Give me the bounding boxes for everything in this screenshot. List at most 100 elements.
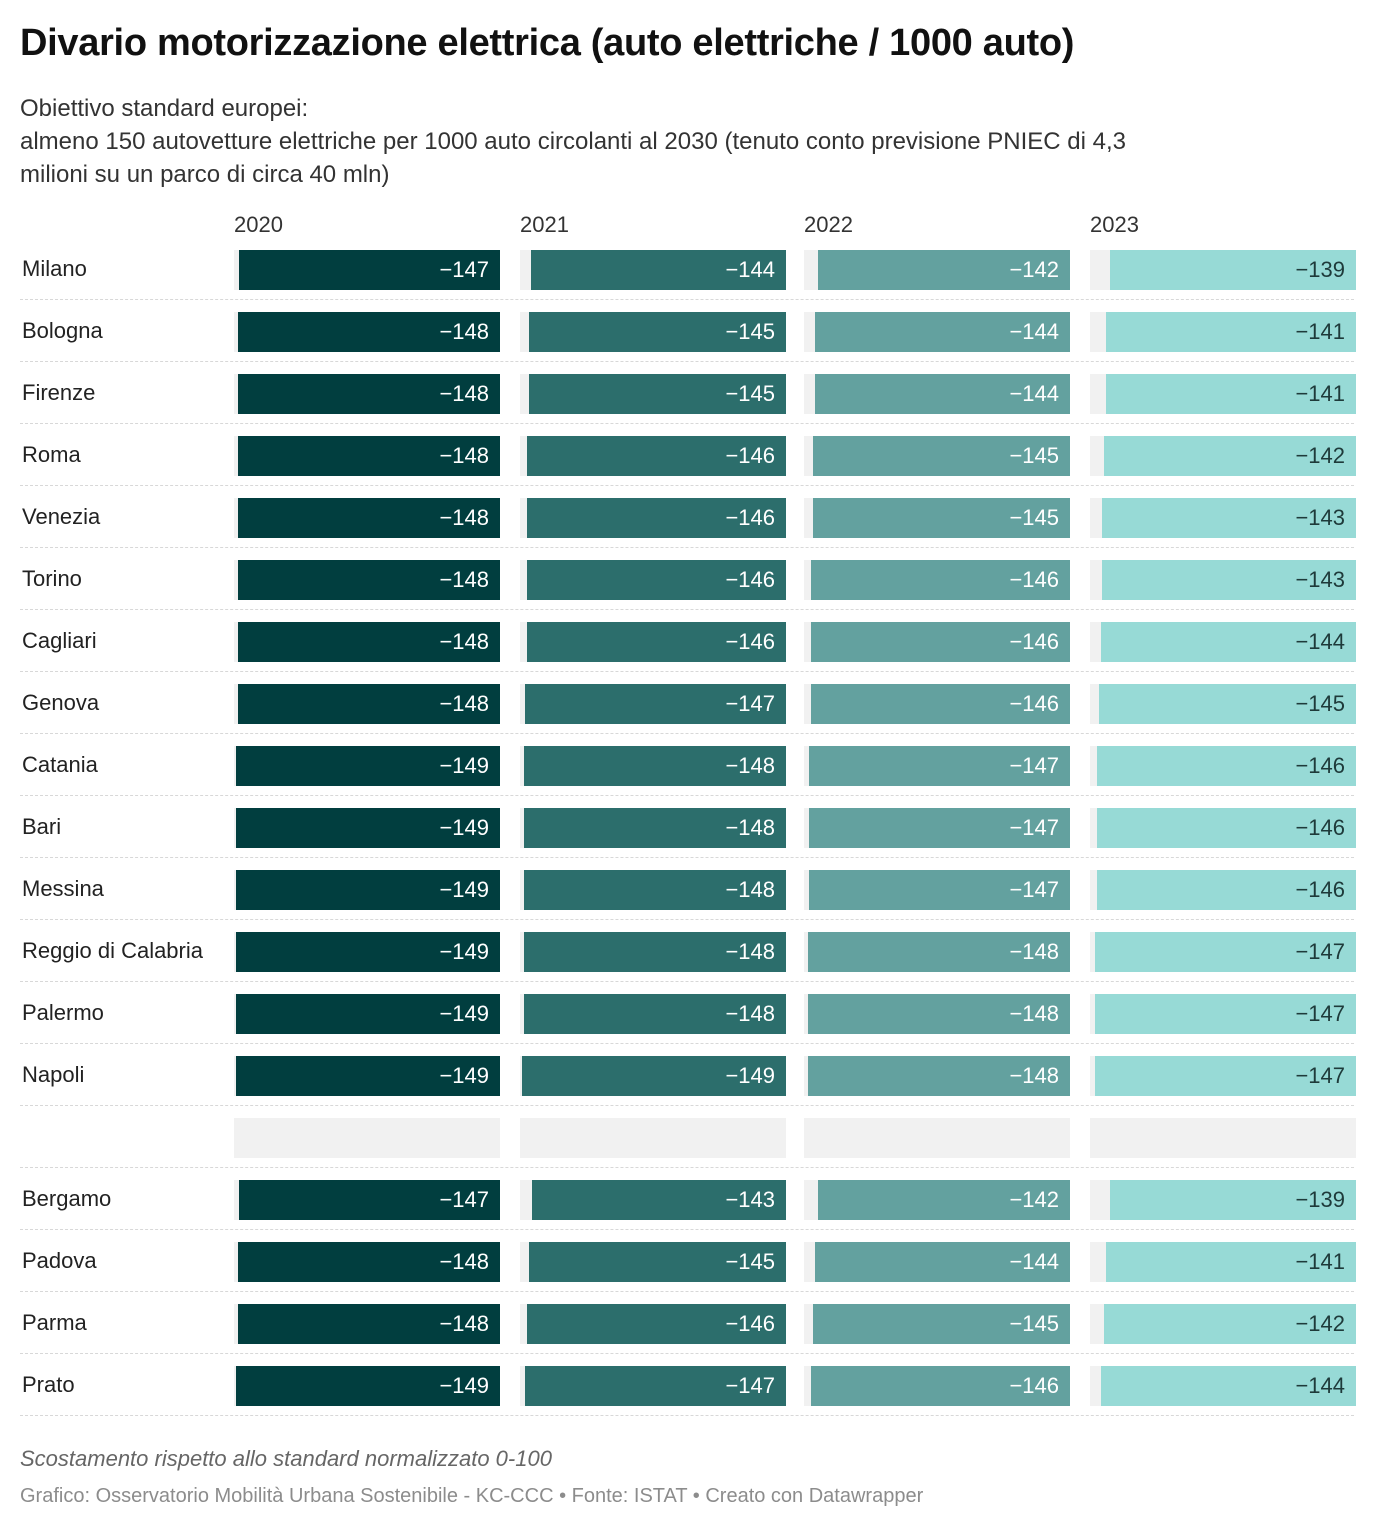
bar-value-label: −146: [725, 443, 775, 468]
bar-track-2020: −149: [234, 1366, 500, 1406]
bar-2023: −139: [1109, 250, 1356, 290]
bar-track-2020: −148: [234, 436, 500, 476]
bar-track-2020: −148: [234, 1304, 500, 1344]
bar-value-label: −142: [1295, 443, 1345, 468]
bar-2022: −148: [807, 1056, 1070, 1096]
city-label: Catania: [22, 752, 98, 777]
bar-track-2020: −148: [234, 374, 500, 414]
bar-track-2021: −145: [520, 1242, 786, 1282]
table-row: Reggio di Calabria −149 −148 −148 −147: [20, 920, 1356, 982]
bar-track-2022: −142: [804, 250, 1070, 290]
bar-value-label: −149: [439, 1373, 489, 1398]
table-row: Parma −148 −146 −145 −142: [20, 1292, 1356, 1354]
bar-track-2023: −146: [1090, 746, 1356, 786]
bar-track-2022: [804, 1118, 1070, 1158]
bar-track-2020: −149: [234, 1056, 500, 1096]
row-divider: [20, 857, 1354, 858]
row-divider: [20, 733, 1354, 734]
city-label: Cagliari: [22, 628, 97, 653]
bar-track-2023: −146: [1090, 870, 1356, 910]
table-row: Bergamo −147 −143 −142 −139: [20, 1168, 1356, 1230]
bar-track-2023: −142: [1090, 436, 1356, 476]
bar-value-label: −149: [439, 877, 489, 902]
row-divider: [20, 485, 1354, 486]
bar-2021: −146: [527, 436, 786, 476]
bar-2021: −145: [528, 1242, 786, 1282]
bar-value-label: −139: [1295, 1187, 1345, 1212]
row-divider: [20, 1353, 1354, 1354]
bar-track-2023: −139: [1090, 1180, 1356, 1220]
bar-track-2022: −146: [804, 684, 1070, 724]
bar-value-label: −145: [725, 381, 775, 406]
bar-track-2021: −146: [520, 622, 786, 662]
bar-track-2021: −148: [520, 994, 786, 1034]
bar-2023: −147: [1095, 932, 1356, 972]
row-divider: [20, 423, 1354, 424]
bar-value-label: −145: [1009, 505, 1059, 530]
row-divider: [20, 299, 1354, 300]
bar-2022: −145: [812, 1304, 1070, 1344]
bar-value-label: −147: [1295, 939, 1345, 964]
bar-value-label: −146: [725, 629, 775, 654]
row-divider: [20, 1105, 1354, 1106]
bar-value-label: −143: [1295, 567, 1345, 592]
city-label: Prato: [22, 1372, 75, 1397]
bar-2022: −145: [812, 498, 1070, 538]
bar-value-label: −147: [1295, 1063, 1345, 1088]
bar-track-2022: −144: [804, 374, 1070, 414]
bar-value-label: −146: [1009, 691, 1059, 716]
bar-2021: −146: [527, 560, 786, 600]
row-divider: [20, 981, 1354, 982]
bar-track-2023: −142: [1090, 1304, 1356, 1344]
bar-value-label: −148: [439, 691, 489, 716]
bar-track-2023: −143: [1090, 498, 1356, 538]
bar-track-2023: −141: [1090, 312, 1356, 352]
city-label: Bergamo: [22, 1186, 112, 1211]
bar-value-label: −148: [439, 567, 489, 592]
bar-2020: −148: [237, 1242, 500, 1282]
bar-2020: −148: [237, 622, 500, 662]
bar-track-2022: −144: [804, 312, 1070, 352]
bar-value-label: −143: [1295, 505, 1345, 530]
bar-track-2021: [520, 1118, 786, 1158]
row-divider: [20, 1291, 1354, 1292]
table-row: Roma −148 −146 −145 −142: [20, 424, 1356, 486]
bar-value-label: −147: [1009, 753, 1059, 778]
bar-2022: −146: [811, 560, 1070, 600]
bar-2022: −148: [807, 932, 1070, 972]
chart-title: Divario motorizzazione elettrica (auto e…: [20, 22, 1075, 64]
city-label: Reggio di Calabria: [22, 938, 203, 963]
bar-value-label: −139: [1295, 257, 1345, 282]
city-label: Padova: [22, 1248, 97, 1273]
bar-value-label: −148: [725, 815, 775, 840]
bar-2023: −141: [1105, 374, 1356, 414]
bar-track-2021: −148: [520, 870, 786, 910]
row-divider: [20, 547, 1354, 548]
bar-track-2021: −146: [520, 498, 786, 538]
city-label: Napoli: [22, 1062, 85, 1087]
bar-track-2023: −139: [1090, 250, 1356, 290]
bar-track-2023: −144: [1090, 1366, 1356, 1406]
bar-2020: −148: [237, 1304, 500, 1344]
bar-2023: −143: [1102, 560, 1356, 600]
bar-track-2023: −147: [1090, 1056, 1356, 1096]
bar-track-2021: −146: [520, 436, 786, 476]
bar-value-label: −148: [725, 753, 775, 778]
bar-track-2020: −148: [234, 684, 500, 724]
bar-track-2021: −146: [520, 1304, 786, 1344]
table-row: Bari −149 −148 −147 −146: [20, 796, 1356, 858]
bar-value-label: −144: [1009, 319, 1059, 344]
row-divider: [20, 361, 1354, 362]
subtitle-line: almeno 150 autovetture elettriche per 10…: [20, 128, 1127, 155]
table-row: Prato −149 −147 −146 −144: [20, 1354, 1356, 1416]
bar-value-label: −148: [439, 629, 489, 654]
bar-value-label: −148: [1009, 1063, 1059, 1088]
bar-value-label: −147: [439, 1187, 489, 1212]
bar-2023: −144: [1100, 1366, 1356, 1406]
row-divider: [20, 795, 1354, 796]
bar-2022: −146: [811, 684, 1070, 724]
bar-2020: −149: [235, 1056, 500, 1096]
bar-track-2022: −146: [804, 1366, 1070, 1406]
row-divider: [20, 1415, 1354, 1416]
bar-track-2022: −147: [804, 746, 1070, 786]
